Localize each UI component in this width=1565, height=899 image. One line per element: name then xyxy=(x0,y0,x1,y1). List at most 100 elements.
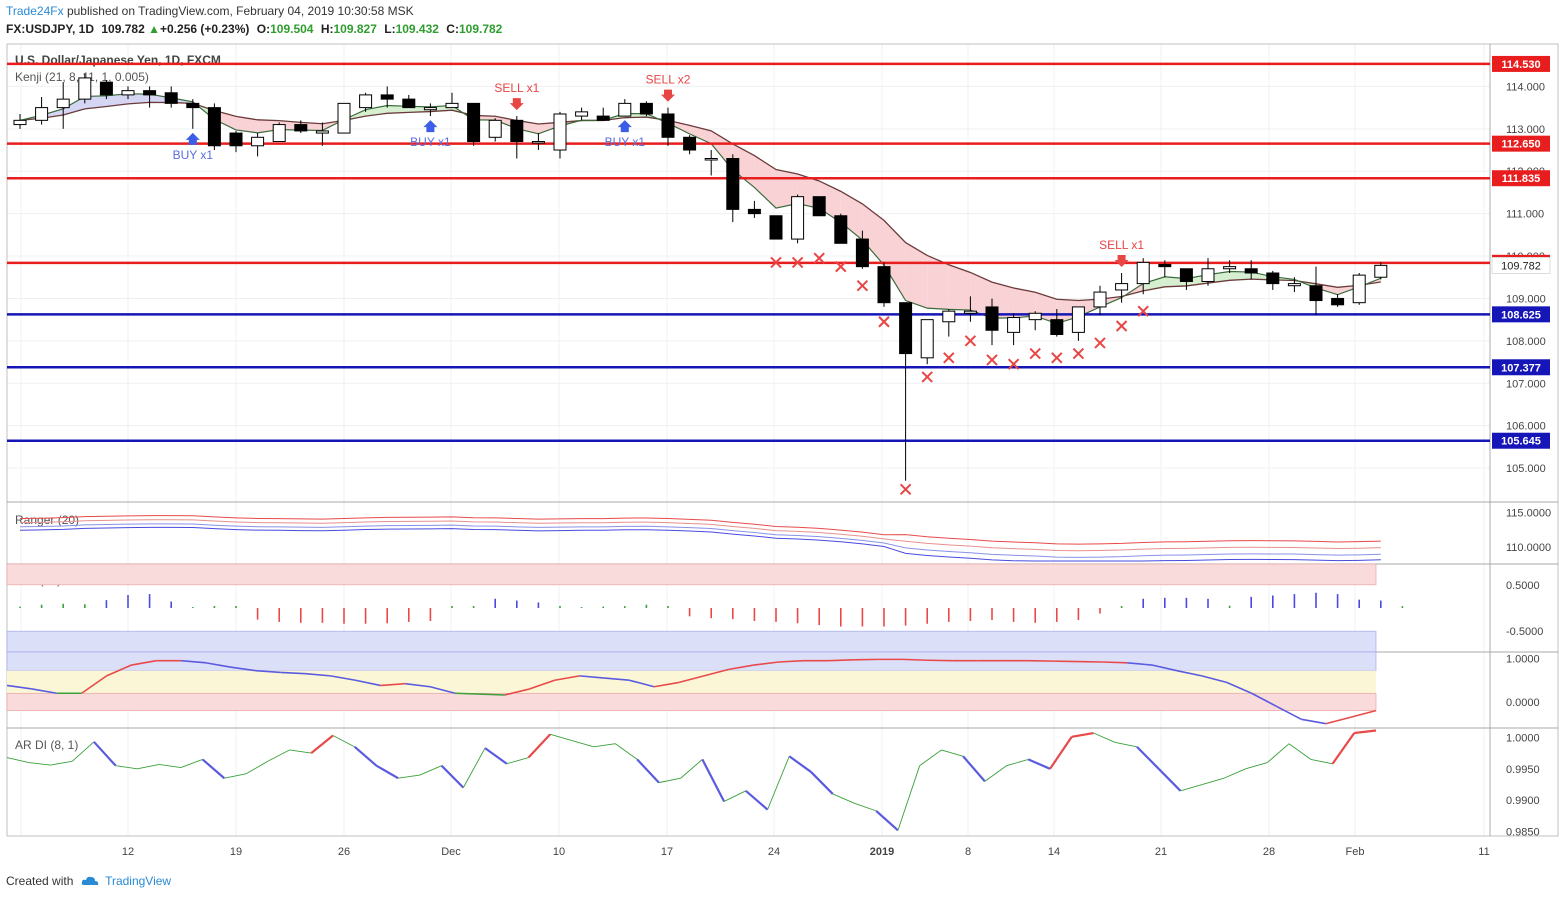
ardi-line-segment xyxy=(93,741,117,767)
stop-cross-icon xyxy=(1137,305,1149,317)
ranger-band-line xyxy=(19,526,1381,562)
candle-body xyxy=(812,196,826,217)
candle-body xyxy=(769,215,783,240)
tdi-line-segment xyxy=(106,664,132,677)
tdi-line-segment xyxy=(629,679,655,688)
cloud-segment xyxy=(560,120,582,126)
cloud-segment xyxy=(862,203,884,266)
cloud-segment xyxy=(776,169,798,209)
ardi-line-segment xyxy=(6,757,29,763)
ardi-line-segment xyxy=(1049,736,1073,770)
sell-signal-label: SELL x2 xyxy=(646,73,691,87)
buy-signal-label: BUY x1 xyxy=(410,135,451,149)
tdi-label: TDI (13, 21) xyxy=(15,663,79,677)
msi-y-tick: -0.5000 xyxy=(1506,626,1543,638)
cloud-segment xyxy=(1186,274,1208,286)
ardi-line-segment xyxy=(1202,777,1225,785)
kenji-slow-line xyxy=(19,101,1381,302)
cloud-segment xyxy=(668,120,690,134)
candle-body xyxy=(834,215,848,244)
candle-body xyxy=(359,94,373,109)
cloud-segment xyxy=(1056,299,1079,324)
candle-body xyxy=(121,90,135,96)
cloud-segment xyxy=(1229,271,1252,281)
candle-body xyxy=(726,158,740,210)
ranger-y-tick: 110.0000 xyxy=(1506,542,1551,554)
level-price-label: 107.377 xyxy=(1501,362,1541,374)
stop-cross-icon xyxy=(878,316,890,328)
pane-frames xyxy=(6,43,1559,837)
y-tick-label: 106.000 xyxy=(1506,421,1546,433)
candle-body xyxy=(747,208,761,215)
ardi-line-segment xyxy=(462,747,486,788)
cloud-segment xyxy=(754,155,776,209)
cloud-segment xyxy=(840,191,863,241)
x-tick-label: 12 xyxy=(122,846,134,858)
tdi-line-segment xyxy=(31,688,57,695)
low-value: 109.432 xyxy=(395,22,439,36)
ranger-band-line xyxy=(19,523,1381,558)
symbol: FX:USDJPY, 1D xyxy=(6,22,95,36)
ardi-line-segment xyxy=(788,755,812,773)
cloud-segment xyxy=(732,143,755,188)
ardi-line-segment xyxy=(484,747,508,765)
cloud-segment xyxy=(819,180,841,223)
ardi-line-segment xyxy=(527,733,552,759)
cloud-segment xyxy=(300,122,323,131)
candle-body xyxy=(1050,319,1064,335)
grid-lines xyxy=(7,44,1490,836)
candle-body xyxy=(1266,272,1280,285)
publisher-name[interactable]: Trade24Fx xyxy=(6,4,64,18)
ardi-y-tick: 0.9850 xyxy=(1506,827,1540,839)
level-price-box xyxy=(1492,135,1550,152)
candle-body xyxy=(596,115,610,121)
tdi-line-segment xyxy=(778,659,804,663)
tdi-line-segment xyxy=(554,675,580,682)
cloud-segment xyxy=(1359,278,1381,287)
tdi-line-segment xyxy=(81,675,108,694)
candle-body xyxy=(35,107,49,121)
candle-body xyxy=(1136,261,1150,285)
candle-body xyxy=(1331,297,1345,306)
cloud-segment xyxy=(948,264,971,311)
ardi-line-segment xyxy=(1180,784,1203,792)
candle-body xyxy=(553,113,567,151)
candle-body xyxy=(1158,264,1172,268)
tdi-line-segment xyxy=(355,679,381,687)
y-tick-label: 114.000 xyxy=(1506,81,1545,93)
ardi-line-segment xyxy=(1354,729,1377,735)
cloud-segment xyxy=(970,272,992,319)
tdi-line-segment xyxy=(654,681,680,688)
ardi-line-segment xyxy=(723,790,747,802)
buy-arrow-icon xyxy=(423,120,438,133)
kenji-fast-line xyxy=(19,93,1382,325)
level-price-box xyxy=(1492,170,1550,187)
candle-body xyxy=(380,94,394,100)
tdi-upper-band xyxy=(6,651,1377,671)
tdi-line-segment xyxy=(181,659,207,664)
tdi-lower-band xyxy=(6,692,1377,711)
tdi-line-segment xyxy=(230,666,257,672)
candle-body xyxy=(920,319,934,359)
level-price-box xyxy=(1492,359,1550,376)
ardi-line-segment xyxy=(897,765,921,831)
candle-body xyxy=(78,77,92,100)
cloud-segment xyxy=(149,94,172,103)
tradingview-link[interactable]: TradingView xyxy=(105,874,172,888)
cloud-segment xyxy=(1272,276,1295,281)
ardi-line-segment xyxy=(353,746,378,767)
ardi-line-segment xyxy=(658,777,681,784)
tdi-line-segment xyxy=(1350,709,1377,718)
level-price-box xyxy=(1492,254,1550,271)
tdi-line-segment xyxy=(205,662,232,668)
cloud-segment xyxy=(344,109,366,121)
cloud-segment xyxy=(41,108,64,119)
tdi-line-segment xyxy=(255,669,281,674)
candle-body xyxy=(1179,268,1193,282)
candle-body xyxy=(402,98,416,109)
tdi-line-segment xyxy=(330,675,356,682)
main-chart-title: U.S. Dollar/Japanese Yen, 1D, FXCM xyxy=(15,53,221,67)
close-value: 109.782 xyxy=(458,22,503,36)
sell-arrow-icon xyxy=(509,98,524,111)
